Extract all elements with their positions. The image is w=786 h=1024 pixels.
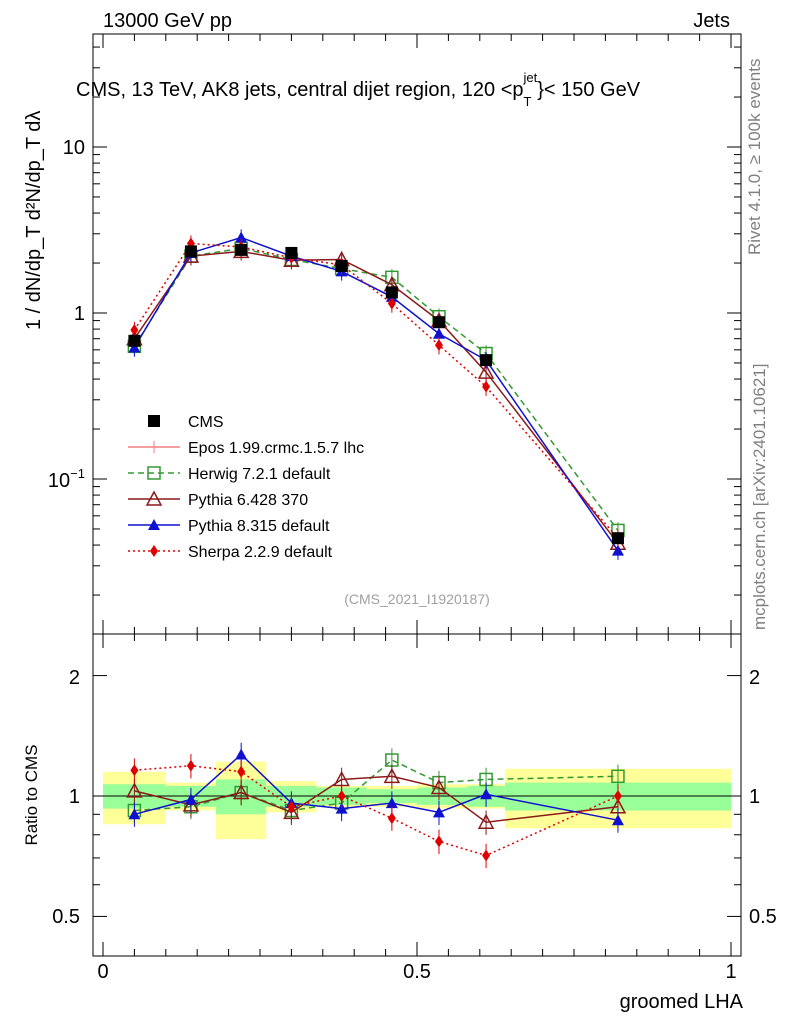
main-y-ticks <box>93 46 741 596</box>
cms-point <box>335 259 348 272</box>
ratio-point <box>337 790 346 802</box>
cms-data-points <box>128 243 624 545</box>
legend-label: Pythia 8.315 default <box>188 518 330 535</box>
header-left: 13000 GeV pp <box>103 10 232 32</box>
series-point <box>128 341 141 353</box>
ratio-y-label: Ratio to CMS <box>22 744 41 845</box>
legend-label: Pythia 6.428 370 <box>188 492 308 509</box>
cms-point <box>184 245 197 258</box>
x-tick-1: 1 <box>725 961 736 983</box>
ratio-point <box>186 759 195 772</box>
series-point <box>432 327 445 339</box>
legend-marker <box>148 415 160 427</box>
ratio-point <box>126 782 143 798</box>
ratio-tick-0p5: 0.5 <box>52 906 80 928</box>
ratio-point <box>480 788 493 800</box>
ratio-point <box>237 765 246 778</box>
cms-point <box>285 246 298 259</box>
ratio-point <box>477 813 495 829</box>
ratio-point <box>385 797 398 809</box>
legend-marker <box>150 545 158 557</box>
rivet-label: Rivet 4.1.0, ≥ 100k events <box>745 59 764 255</box>
cms-point <box>432 316 445 329</box>
series-point <box>130 323 139 336</box>
legend-label: Epos 1.99.crmc.1.5.7 lhc <box>188 440 364 457</box>
ratio-point <box>387 812 396 825</box>
series-point <box>611 544 624 556</box>
ratio-point <box>235 748 248 760</box>
ratio-tick-2: 2 <box>69 667 80 689</box>
legend-marker <box>147 466 161 480</box>
analysis-id: (CMS_2021_I1920187) <box>344 591 490 607</box>
ratio-point <box>611 814 624 826</box>
ratio-point <box>434 835 443 848</box>
legend: CMS Epos 1.99.crmc.1.5.7 lhc Herwig 7.2.1 … <box>128 414 364 561</box>
y-tick-0p1: 10−1 <box>48 466 85 492</box>
ratio-point <box>430 778 448 795</box>
cms-point <box>611 532 624 545</box>
cms-point <box>480 354 493 367</box>
main-series <box>126 229 627 560</box>
series-point <box>387 297 396 310</box>
cms-point <box>235 243 248 256</box>
ratio-point <box>611 769 625 784</box>
ratio-tick-1-right: 1 <box>749 786 760 808</box>
cms-point <box>385 286 398 299</box>
x-axis-label: groomed LHA <box>620 991 744 1013</box>
legend-marker <box>148 519 160 530</box>
ratio-point <box>287 800 296 813</box>
x-ticks <box>102 34 732 956</box>
ratio-point <box>482 849 491 862</box>
chart-title: CMS, 13 TeV, AK8 jets, central dijet reg… <box>76 70 641 109</box>
ratio-tick-2-right: 2 <box>749 667 760 689</box>
legend-label: Sherpa 2.2.9 default <box>188 544 333 561</box>
y-tick-1: 1 <box>74 303 85 325</box>
x-tick-0: 0 <box>97 961 108 983</box>
ratio-point <box>432 806 445 818</box>
legend-label: Herwig 7.2.1 default <box>188 466 331 483</box>
legend-marker <box>145 490 163 506</box>
ratio-point <box>613 790 622 802</box>
y-tick-10: 10 <box>63 137 85 159</box>
ratio-series <box>126 742 627 869</box>
legend-label: CMS <box>188 414 224 431</box>
ratio-point <box>130 764 139 777</box>
ratio-point <box>385 753 399 767</box>
ratio-point <box>383 767 401 784</box>
x-tick-0p5: 0.5 <box>403 961 431 983</box>
series-point <box>434 339 443 352</box>
cms-point <box>128 334 141 347</box>
ratio-tick-0p5-right: 0.5 <box>749 906 777 928</box>
mcplots-label: mcplots.cern.ch [arXiv:2401.10621] <box>750 364 769 630</box>
ratio-point <box>184 793 197 805</box>
ratio-point <box>128 808 141 820</box>
series-point <box>235 231 248 243</box>
series-line <box>133 247 619 531</box>
ratio-line <box>134 765 619 857</box>
series-point <box>482 380 491 393</box>
ratio-point <box>232 783 250 800</box>
series-point <box>477 363 495 379</box>
y-axis-label: 1 / dN/dp_T d²N/dp_T dλ <box>23 111 45 330</box>
header-right: Jets <box>693 10 730 32</box>
ratio-tick-1: 1 <box>69 786 80 808</box>
svg-text:1 / dN/dp_T d²N/dp_T dλ: 1 / dN/dp_T d²N/dp_T dλ <box>23 111 45 330</box>
